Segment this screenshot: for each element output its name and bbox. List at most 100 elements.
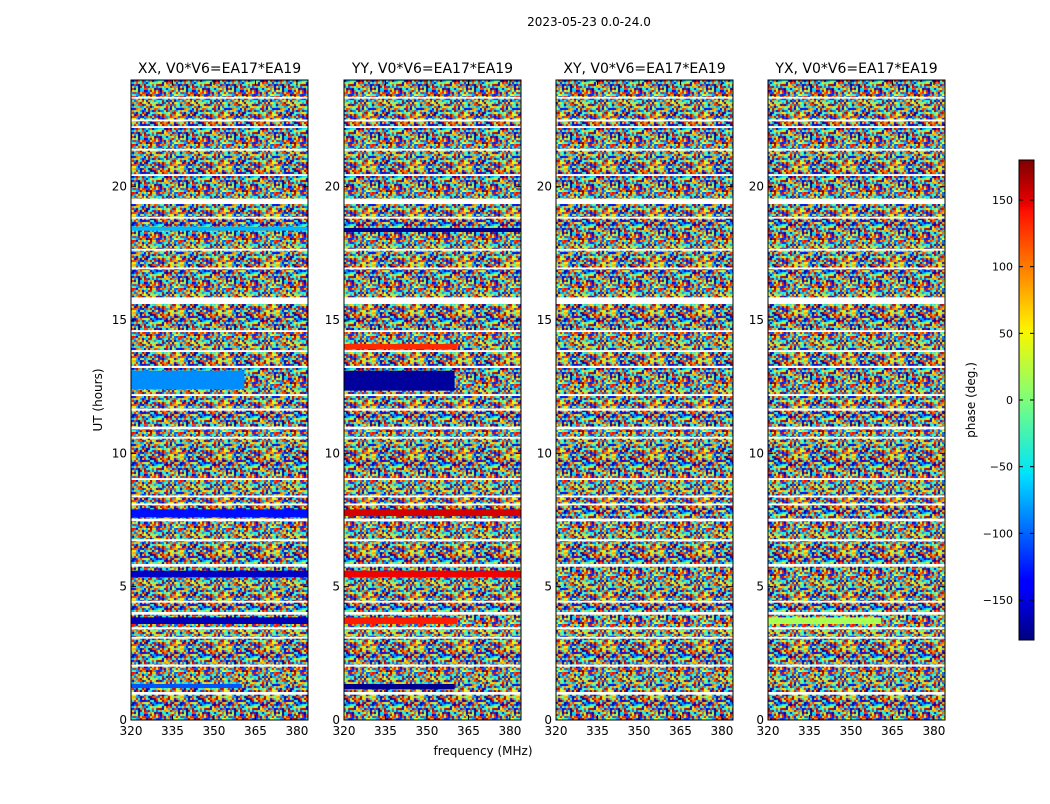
flagged-band <box>556 148 733 151</box>
y-tick-label: 0 <box>756 713 764 727</box>
flagged-band <box>344 248 521 251</box>
flagged-band <box>344 436 521 439</box>
phase-band <box>344 370 455 391</box>
y-tick-label: 0 <box>119 713 127 727</box>
y-tick-label: 20 <box>325 180 340 194</box>
flagged-band <box>131 119 308 122</box>
flagged-band <box>344 394 521 396</box>
x-tick-label: 335 <box>798 724 821 738</box>
flagged-band <box>556 564 733 567</box>
y-tick-label: 20 <box>537 180 552 194</box>
phase-band <box>344 617 458 624</box>
flagged-band <box>344 198 521 204</box>
flagged-band <box>131 664 308 667</box>
y-tick-label: 15 <box>325 313 340 327</box>
flagged-band <box>344 600 521 603</box>
panels-group: XX, V0*V6=EA17*EA19 320 335 350 365 380 0 5 10 15… <box>112 61 946 738</box>
flagged-band <box>344 692 521 695</box>
flagged-band <box>556 612 733 615</box>
x-tick-label: 335 <box>161 724 184 738</box>
colorbar-tick-label: 0 <box>1006 394 1013 407</box>
flagged-band <box>131 564 308 567</box>
flagged-band <box>556 692 733 695</box>
y-tick-label: 20 <box>112 180 127 194</box>
x-tick-label: 320 <box>120 724 143 738</box>
phase-band <box>131 570 308 578</box>
colorbar-tick-label: 50 <box>999 327 1013 340</box>
panel-frame <box>130 79 309 721</box>
flagged-band <box>556 408 733 411</box>
flagged-band <box>556 478 733 480</box>
panel-4: YX, V0*V6=EA17*EA19 320 335 350 365 380 0 5 10 15… <box>749 61 946 738</box>
figure-suptitle: 2023-05-23 0.0-24.0 <box>527 15 651 29</box>
y-tick-label: 5 <box>756 580 764 594</box>
y-tick-label: 15 <box>749 313 764 327</box>
flagged-band <box>556 96 733 99</box>
colorbar-ticks: −150 −100 −50 0 50 100 150 <box>983 194 1034 607</box>
flagged-band <box>344 148 521 151</box>
flagged-band <box>131 692 308 695</box>
flagged-band <box>131 96 308 99</box>
flagged-band <box>556 664 733 667</box>
y-tick-label: 0 <box>332 713 340 727</box>
x-tick-label: 365 <box>457 724 480 738</box>
flagged-band <box>131 394 308 396</box>
flagged-band <box>344 297 521 304</box>
flagged-band <box>556 267 733 270</box>
flagged-band <box>768 564 945 567</box>
flagged-band <box>344 174 521 176</box>
x-tick-label: 320 <box>757 724 780 738</box>
flagged-band <box>768 365 945 368</box>
flagged-band <box>131 148 308 151</box>
flagged-band <box>131 539 308 542</box>
colorbar-tick-label: −100 <box>983 527 1013 540</box>
flagged-band <box>344 503 521 506</box>
x-tick-label: 350 <box>416 724 439 738</box>
flagged-band <box>131 267 308 270</box>
flagged-band <box>556 600 733 603</box>
panel-title: YY, V0*V6=EA17*EA19 <box>351 61 513 77</box>
flagged-band <box>344 627 521 630</box>
flagged-band <box>556 297 733 304</box>
x-axis-label: frequency (MHz) <box>433 744 532 758</box>
y-tick-label: 15 <box>537 313 552 327</box>
x-tick-label: 380 <box>285 724 308 738</box>
phase-band <box>131 370 245 390</box>
colorbar: −150 −100 −50 0 50 100 150 phase (deg.) <box>964 159 1035 641</box>
flagged-band <box>556 126 733 128</box>
flagged-band <box>344 408 521 411</box>
x-tick-label: 365 <box>669 724 692 738</box>
panel-title: YX, V0*V6=EA17*EA19 <box>774 61 937 77</box>
flagged-band <box>768 248 945 251</box>
flagged-band <box>768 426 945 430</box>
flagged-band <box>131 636 308 639</box>
phase-band <box>344 570 521 578</box>
flagged-band <box>131 503 308 506</box>
colorbar-tick-label: 150 <box>992 194 1013 207</box>
flagged-band <box>131 495 308 498</box>
flagged-band <box>768 96 945 99</box>
x-tick-label: 335 <box>586 724 609 738</box>
flagged-band <box>768 174 945 176</box>
flagged-band <box>556 216 733 219</box>
flagged-band <box>556 198 733 204</box>
x-tick-label: 350 <box>628 724 651 738</box>
flagged-band <box>344 350 521 352</box>
flagged-band <box>344 119 521 122</box>
panel-frame <box>343 79 522 721</box>
flagged-band <box>768 119 945 122</box>
y-tick-label: 5 <box>332 580 340 594</box>
flagged-band <box>344 664 521 667</box>
flagged-band <box>131 426 308 430</box>
x-tick-label: 380 <box>710 724 733 738</box>
flagged-band <box>344 426 521 430</box>
phase-band <box>131 617 308 624</box>
y-tick-label: 20 <box>749 180 764 194</box>
flagged-band <box>556 627 733 630</box>
flagged-band <box>768 692 945 695</box>
colorbar-tick-label: −50 <box>990 461 1013 474</box>
colorbar-tick-label: −150 <box>983 594 1013 607</box>
flagged-band <box>556 636 733 639</box>
phase-band <box>344 344 458 350</box>
